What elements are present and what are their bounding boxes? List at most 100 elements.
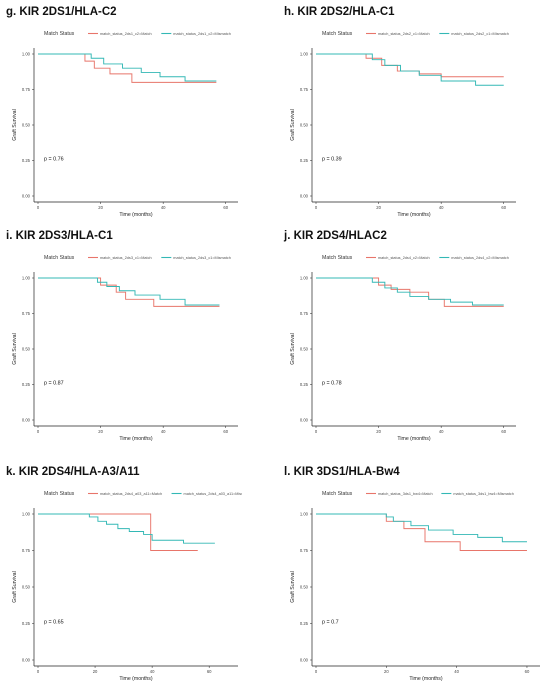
y-tick-label: 0.00 <box>300 418 309 423</box>
y-tick-label: 0.75 <box>300 87 309 92</box>
y-tick-label: 0.50 <box>22 585 31 590</box>
x-tick-label: 40 <box>161 205 166 210</box>
legend-title: Match Status <box>322 31 353 37</box>
x-axis-label: Time (months) <box>119 212 153 218</box>
y-tick-label: 0.75 <box>300 548 309 553</box>
series-line-match <box>38 53 217 83</box>
series-line-mismatch <box>316 277 504 306</box>
y-axis-label: Graft Survival <box>12 333 18 364</box>
y-axis-label: Graft Survival <box>290 109 296 140</box>
x-tick-label: 0 <box>315 669 318 674</box>
legend-entry: match_status_2ds3_c1=Match <box>100 256 152 260</box>
panel-title: j. KIR 2DS4/HLAC2 <box>284 230 387 242</box>
x-tick-label: 20 <box>98 205 103 210</box>
x-tick-label: 40 <box>454 669 459 674</box>
legend-entry: match_status_2ds1_c2=Mismatch <box>173 32 231 36</box>
panel-h: h. KIR 2DS2/HLA-C1 Match Status match_sta… <box>284 6 520 220</box>
x-tick-label: 20 <box>376 429 381 434</box>
y-tick-label: 0.00 <box>22 194 31 199</box>
legend-title: Match Status <box>44 255 75 261</box>
x-tick-label: 0 <box>37 669 40 674</box>
y-tick-label: 0.75 <box>22 87 31 92</box>
panel-title: i. KIR 2DS3/HLA-C1 <box>6 230 113 242</box>
y-tick-label: 0.50 <box>22 347 31 352</box>
series-line-mismatch <box>38 513 215 544</box>
legend-title: Match Status <box>44 31 75 37</box>
x-axis-label: Time (months) <box>119 436 153 442</box>
y-tick-label: 0.25 <box>300 382 309 387</box>
legend-entry: match_status_2ds2_c1=Mismatch <box>451 32 509 36</box>
x-tick-label: 40 <box>439 429 444 434</box>
p-value-label: p = 0.65 <box>44 620 64 626</box>
km-plot: Match Status match_status_2ds4_a03_a11=Ma… <box>12 491 242 682</box>
y-tick-label: 1.00 <box>22 512 31 517</box>
x-tick-label: 20 <box>376 205 381 210</box>
x-tick-label: 60 <box>223 205 228 210</box>
x-tick-label: 20 <box>98 429 103 434</box>
panel-l: l. KIR 3DS1/HLA-Bw4 Match Status match_st… <box>284 466 544 686</box>
legend-entry: match_status_2ds2_c1=Match <box>378 32 430 36</box>
y-tick-label: 0.25 <box>300 621 309 626</box>
series-line-mismatch <box>316 513 527 543</box>
legend-entry: match_status_2ds4_c2=Match <box>378 256 430 260</box>
y-tick-label: 0.00 <box>300 194 309 199</box>
km-plot: Match Status match_status_2ds4_c2=Match ma… <box>290 255 516 442</box>
legend-title: Match Status <box>44 491 75 497</box>
panel-g: g. KIR 2DS1/HLA-C2 Match Status match_sta… <box>6 6 242 220</box>
legend-entry: match_status_3ds1_bw4=Match <box>378 492 433 496</box>
series-line-match <box>316 513 527 551</box>
y-axis-label: Graft Survival <box>290 571 296 602</box>
legend-entry: match_status_3ds1_bw4=Mismatch <box>453 492 513 496</box>
x-tick-label: 20 <box>384 669 389 674</box>
panel-title: k. KIR 2DS4/HLA-A3/A11 <box>6 466 140 478</box>
legend-entry: match_status_2ds3_c1=Mismatch <box>173 256 231 260</box>
x-tick-label: 40 <box>161 429 166 434</box>
series-line-match <box>38 513 198 551</box>
panel-j: j. KIR 2DS4/HLAC2 Match Status match_stat… <box>284 230 520 444</box>
series-line-mismatch <box>38 277 220 306</box>
legend-title: Match Status <box>322 491 353 497</box>
series-line-match <box>316 277 504 307</box>
x-tick-label: 20 <box>93 669 98 674</box>
legend-entry: match_status_2ds1_c2=Match <box>100 32 152 36</box>
x-axis-label: Time (months) <box>397 212 431 218</box>
y-tick-label: 0.00 <box>22 658 31 663</box>
y-tick-label: 0.00 <box>300 658 309 663</box>
y-tick-label: 1.00 <box>300 276 309 281</box>
x-tick-label: 60 <box>501 429 506 434</box>
y-tick-label: 0.25 <box>300 158 309 163</box>
x-tick-label: 0 <box>315 429 318 434</box>
p-value-label: p = 0.7 <box>322 620 339 626</box>
legend-entry: match_status_2ds4_a03_a11=Match <box>100 492 162 496</box>
series-line-mismatch <box>38 53 217 82</box>
x-tick-label: 60 <box>223 429 228 434</box>
x-tick-label: 60 <box>501 205 506 210</box>
series-line-match <box>38 277 220 307</box>
x-tick-label: 40 <box>150 669 155 674</box>
y-tick-label: 0.25 <box>22 158 31 163</box>
x-tick-label: 0 <box>315 205 318 210</box>
panel-title: h. KIR 2DS2/HLA-C1 <box>284 6 395 18</box>
y-axis-label: Graft Survival <box>12 109 18 140</box>
series-line-mismatch <box>316 53 504 86</box>
km-plot: Match Status match_status_2ds3_c1=Match ma… <box>12 255 238 442</box>
y-tick-label: 0.50 <box>300 123 309 128</box>
y-tick-label: 0.50 <box>22 123 31 128</box>
y-tick-label: 1.00 <box>300 52 309 57</box>
km-plot: Match Status match_status_3ds1_bw4=Match m… <box>290 491 540 682</box>
p-value-label: p = 0.39 <box>322 157 342 163</box>
x-tick-label: 60 <box>207 669 212 674</box>
y-tick-label: 0.75 <box>300 311 309 316</box>
panel-title: l. KIR 3DS1/HLA-Bw4 <box>284 466 400 478</box>
y-tick-label: 0.25 <box>22 382 31 387</box>
x-axis-label: Time (months) <box>397 436 431 442</box>
series-line-match <box>316 53 504 78</box>
x-axis-label: Time (months) <box>119 676 153 682</box>
y-tick-label: 1.00 <box>22 52 31 57</box>
p-value-label: p = 0.87 <box>44 381 64 387</box>
y-tick-label: 0.25 <box>22 621 31 626</box>
x-axis-label: Time (months) <box>409 676 443 682</box>
km-plot: Match Status match_status_2ds2_c1=Match ma… <box>290 31 516 218</box>
legend-entry: match_status_2ds4_c2=Mismatch <box>451 256 509 260</box>
p-value-label: p = 0.76 <box>44 157 64 163</box>
